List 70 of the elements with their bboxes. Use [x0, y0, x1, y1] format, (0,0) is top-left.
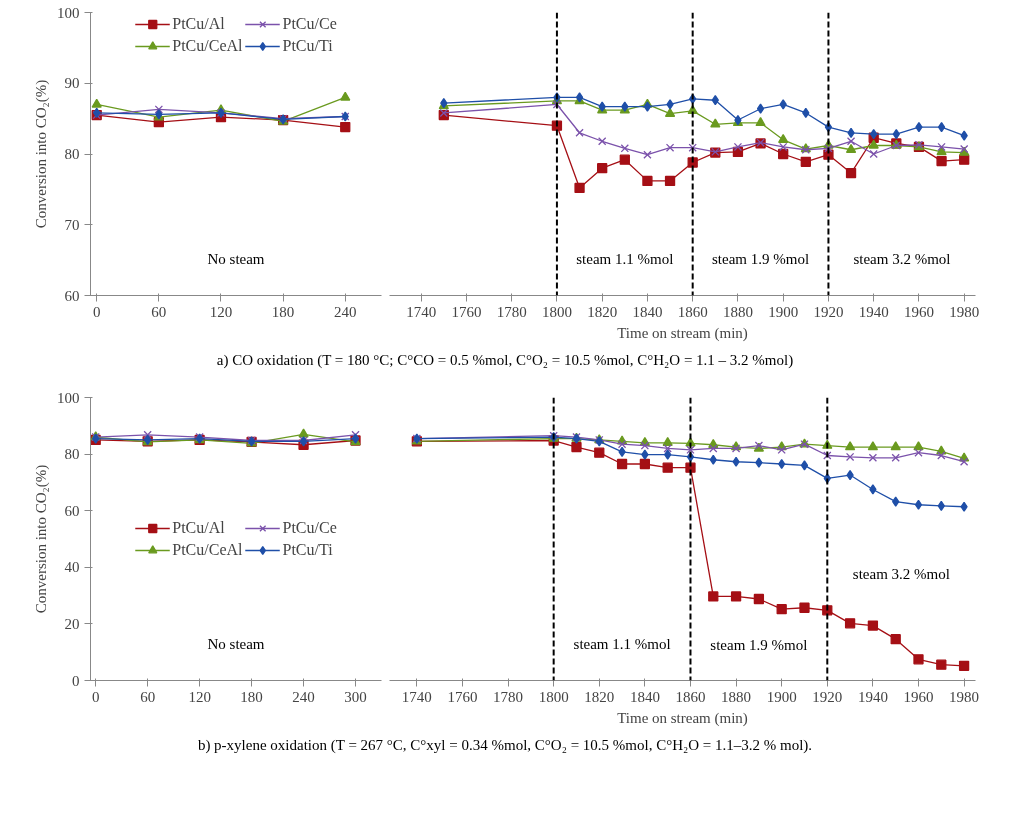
- legend-label: PtCu/CeAl: [172, 37, 243, 55]
- y-tick-label: 100: [57, 4, 80, 21]
- legend-label: PtCu/Ti: [282, 540, 333, 559]
- x-tick-label: 60: [140, 688, 156, 705]
- x-tick-label: 300: [344, 688, 367, 705]
- legend-label: PtCu/Al: [172, 518, 225, 537]
- x-tick-label: 1860: [675, 688, 706, 705]
- y-tick-label: 100: [57, 389, 80, 406]
- legend-label: PtCu/Ti: [282, 37, 333, 55]
- x-tick-label: 0: [91, 688, 100, 705]
- x-tick-label: 1960: [903, 688, 934, 705]
- y-tick-label: 70: [64, 216, 80, 233]
- x-tick-label: 1820: [587, 303, 618, 320]
- x-tick-label: 1980: [949, 688, 980, 705]
- legend-label: PtCu/Ce: [282, 518, 337, 537]
- x-tick-label: 120: [209, 303, 233, 320]
- y-axis-title: Conversion into CO₂(%): [33, 79, 50, 229]
- y-tick-label: 90: [64, 75, 80, 92]
- x-tick-label: 1920: [812, 688, 843, 705]
- annotation: steam 3.2 %mol: [852, 565, 950, 582]
- annotation: steam 1.1 %mol: [576, 250, 674, 267]
- y-axis-title: Conversion into CO₂(%): [33, 464, 50, 614]
- annotation: steam 1.1 %mol: [573, 635, 671, 652]
- text: b) p-xylene oxidation (T = 267 °C, C°xyl = 0.34 %mol, C°O₂ = 10.5 %mol, C°H₂O = 1.1–3.2 % mol).: [196, 736, 814, 755]
- x-tick-label: 1800: [541, 303, 572, 320]
- x-tick-label: 180: [240, 688, 263, 705]
- text: a) CO oxidation (T = 180 °C; C°CO = 0.5 %mol, C°O₂ = 10.5 %mol, C°H₂O = 1.1 – 3.2 %mol): [215, 351, 795, 370]
- y-tick-label: 60: [64, 502, 80, 519]
- x-tick-label: 1800: [538, 688, 569, 705]
- x-tick-label: 1780: [496, 303, 527, 320]
- x-axis-title: Time on stream (min): [617, 709, 748, 727]
- x-tick-label: 1900: [766, 688, 797, 705]
- x-tick-label: 1880: [721, 688, 752, 705]
- y-tick-label: 80: [64, 146, 80, 162]
- x-tick-label: 1840: [629, 688, 660, 705]
- x-tick-label: 180: [271, 303, 295, 320]
- x-tick-label: 1860: [677, 303, 708, 320]
- x-tick-label: 1940: [857, 688, 888, 705]
- x-tick-label: 0: [92, 303, 101, 320]
- annotation: steam 1.9 %mol: [710, 637, 808, 654]
- x-tick-label: 1840: [632, 303, 663, 320]
- x-tick-label: 1760: [447, 688, 478, 705]
- legend-label: PtCu/CeAl: [172, 540, 243, 559]
- y-tick-label: 0: [72, 672, 80, 689]
- x-tick-label: 1980: [949, 303, 980, 320]
- y-tick-label: 20: [64, 615, 80, 632]
- x-tick-label: 1880: [722, 303, 753, 320]
- x-tick-label: 1760: [451, 303, 482, 320]
- annotation: No steam: [207, 635, 265, 652]
- x-tick-label: 1940: [858, 303, 889, 320]
- x-tick-label: 240: [292, 688, 315, 705]
- y-tick-label: 40: [64, 559, 80, 576]
- y-tick-label: 80: [64, 446, 80, 463]
- x-tick-label: 1820: [584, 688, 615, 705]
- x-tick-label: 60: [151, 303, 167, 320]
- x-tick-label: 1900: [768, 303, 799, 320]
- x-tick-label: 1780: [493, 688, 524, 705]
- legend-label: PtCu/Al: [172, 15, 225, 33]
- x-tick-label: 1960: [903, 303, 934, 320]
- annotation: steam 3.2 %mol: [853, 250, 951, 267]
- x-tick-label: 1740: [406, 303, 437, 320]
- x-axis-title: Time on stream (min): [617, 324, 748, 342]
- x-tick-label: 1920: [813, 303, 844, 320]
- legend-label: PtCu/Ce: [282, 15, 337, 33]
- y-tick-label: 60: [64, 287, 80, 304]
- annotation: steam 1.9 %mol: [712, 250, 810, 267]
- x-tick-label: 1740: [401, 688, 432, 705]
- x-tick-label: 240: [334, 303, 357, 320]
- x-tick-label: 120: [188, 688, 211, 705]
- annotation: No steam: [207, 250, 265, 267]
